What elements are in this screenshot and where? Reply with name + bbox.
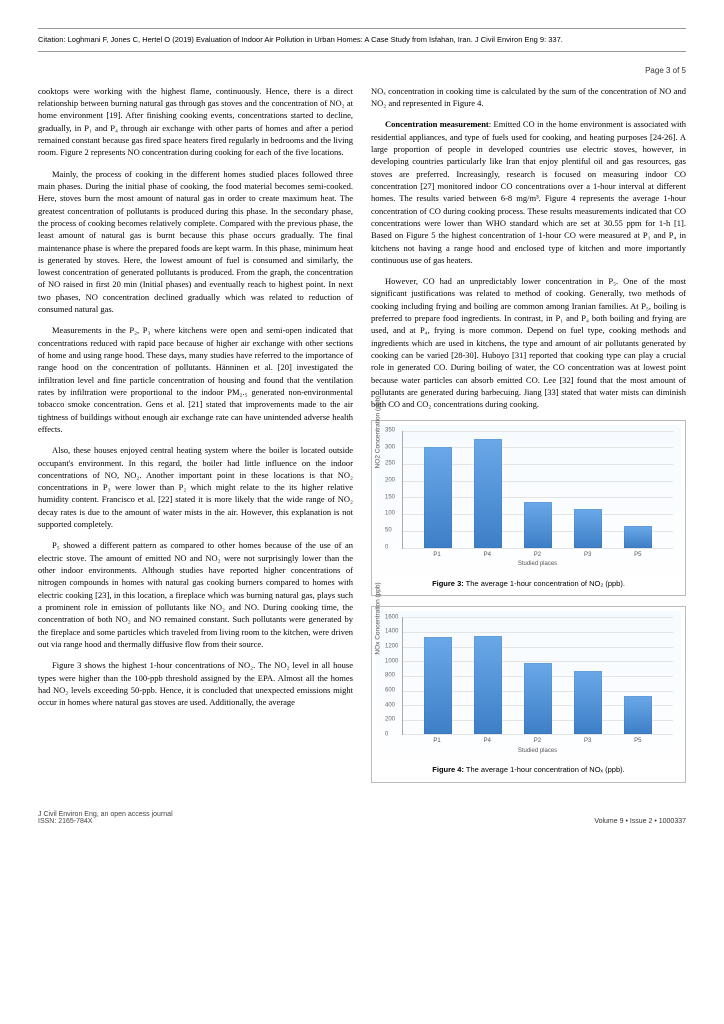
x-tick: P4: [484, 551, 491, 560]
y-axis-label: NO2 Concentration (ppb): [373, 395, 382, 468]
page-number: Page 3 of 5: [38, 66, 686, 75]
y-axis-label: NOx Concentration (ppb): [373, 583, 382, 655]
x-tick: P3: [584, 551, 591, 560]
x-axis-label: Studied places: [402, 747, 673, 756]
y-tick: 800: [385, 672, 395, 681]
x-tick: P4: [484, 737, 491, 746]
y-tick: 250: [385, 460, 395, 469]
chart-bar: [474, 439, 502, 548]
chart-bar: [624, 696, 652, 735]
x-tick: P5: [634, 551, 641, 560]
y-tick: 50: [385, 527, 392, 536]
x-tick: P2: [534, 551, 541, 560]
y-tick: 600: [385, 686, 395, 695]
chart-bar: [574, 509, 602, 548]
x-tick: P2: [534, 737, 541, 746]
figure-caption: Figure 3: The average 1-hour concentrati…: [376, 579, 681, 590]
citation-bar: Citation: Loghmani F, Jones C, Hertel O …: [38, 28, 686, 52]
x-axis-label: Studied places: [402, 560, 673, 569]
y-tick: 0: [385, 543, 388, 552]
y-tick: 0: [385, 730, 388, 739]
two-column-layout: cooktops were working with the highest f…: [38, 85, 686, 794]
y-tick: 1000: [385, 657, 398, 666]
left-column: cooktops were working with the highest f…: [38, 85, 353, 794]
y-tick: 200: [385, 715, 395, 724]
y-tick: 1600: [385, 613, 398, 622]
body-paragraph: Measurements in the P₂, P₃ where kitchen…: [38, 324, 353, 435]
figure-4: NOx Concentration (ppb)02004006008001000…: [371, 606, 686, 783]
x-tick: P3: [584, 737, 591, 746]
body-paragraph: Mainly, the process of cooking in the di…: [38, 168, 353, 316]
chart-bar: [424, 637, 452, 734]
issn: ISSN: 2165-784X: [38, 818, 173, 825]
citation-text: Citation: Loghmani F, Jones C, Hertel O …: [38, 35, 686, 45]
body-paragraph: Concentration measurement: Emitted CO in…: [371, 118, 686, 266]
y-tick: 350: [385, 426, 395, 435]
right-column: NOₓ concentration in cooking time is cal…: [371, 85, 686, 794]
x-tick: P1: [433, 737, 440, 746]
y-tick: 1400: [385, 628, 398, 637]
y-tick: 200: [385, 476, 395, 485]
x-tick: P1: [433, 551, 440, 560]
figure-caption: Figure 4: The average 1-hour concentrati…: [376, 765, 681, 776]
journal-name: J Civil Environ Eng, an open access jour…: [38, 811, 173, 818]
chart-bar: [424, 447, 452, 547]
plot-area: 050100150200250300350: [402, 431, 673, 549]
x-tick: P5: [634, 737, 641, 746]
figure-3: NO2 Concentration (ppb)05010015020025030…: [371, 420, 686, 597]
chart-bar: [524, 502, 552, 547]
y-tick: 150: [385, 493, 395, 502]
body-paragraph: cooktops were working with the highest f…: [38, 85, 353, 159]
y-tick: 100: [385, 510, 395, 519]
chart-bar: [574, 671, 602, 735]
y-tick: 300: [385, 443, 395, 452]
y-tick: 400: [385, 701, 395, 710]
chart-bar: [474, 636, 502, 734]
body-paragraph: NOₓ concentration in cooking time is cal…: [371, 85, 686, 110]
body-paragraph: Figure 3 shows the highest 1-hour concen…: [38, 659, 353, 708]
footer-left: J Civil Environ Eng, an open access jour…: [38, 811, 173, 825]
footer-right: Volume 9 • Issue 2 • 1000337: [594, 818, 686, 825]
body-paragraph: However, CO had an unpredictably lower c…: [371, 275, 686, 410]
plot-area: 02004006008001000120014001600: [402, 617, 673, 735]
chart-bar: [624, 526, 652, 548]
body-paragraph: Also, these houses enjoyed central heati…: [38, 444, 353, 530]
body-paragraph: P₅ showed a different pattern as compare…: [38, 539, 353, 650]
chart-bar: [524, 663, 552, 735]
y-tick: 1200: [385, 642, 398, 651]
page-footer: J Civil Environ Eng, an open access jour…: [38, 811, 686, 825]
